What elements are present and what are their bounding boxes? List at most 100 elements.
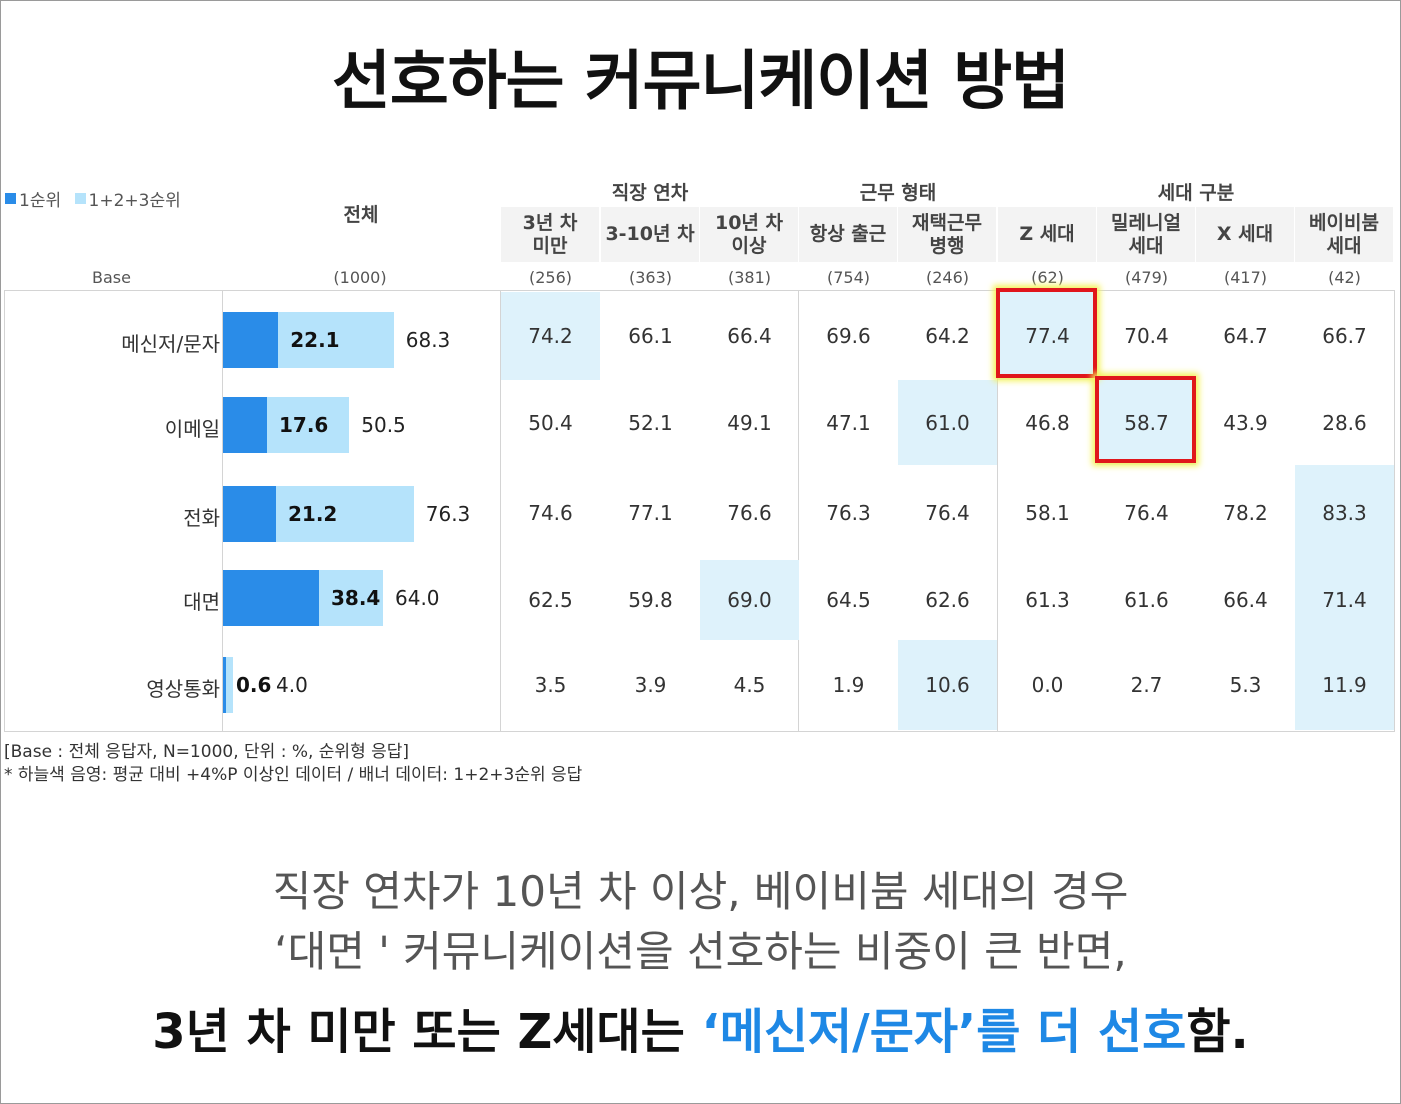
table-cell: 69.0 — [727, 588, 772, 612]
summary-line-3-part1: 3년 차 미만 또는 Z세대는 — [152, 1004, 702, 1060]
table-cell: 71.4 — [1322, 588, 1367, 612]
bar-top3-label-2: 76.3 — [425, 502, 471, 526]
table-cell: 74.6 — [528, 500, 573, 525]
table-cell: 58.1 — [1025, 500, 1070, 525]
base-value-2: (381) — [727, 268, 772, 287]
summary-line-1: 직장 연차가 10년 차 이상, 베이비붐 세대의 경우 — [272, 867, 1129, 916]
table-cell: 77.4 — [1025, 324, 1070, 348]
table-cell: 62.5 — [528, 588, 573, 612]
table-cell: 74.2 — [528, 324, 573, 348]
shaded-cell-4-4 — [898, 640, 997, 730]
header-column-8: 베이비붐 세대 — [1295, 207, 1393, 262]
bar-top3-label-1: 50.5 — [361, 413, 406, 437]
shaded-cell-0-5 — [998, 292, 1097, 380]
shaded-cell-0-0 — [501, 292, 600, 380]
shaded-cell-4-8 — [1295, 640, 1394, 730]
table-cell: 66.1 — [628, 324, 673, 348]
header-column-label: 밀레니얼 세대 — [1111, 211, 1181, 257]
header-column-1: 3-10년 차 — [601, 207, 699, 262]
summary-line-3-accent: ‘메신저/문자’를 더 선호 — [701, 1004, 1187, 1060]
header-column-label: 베이비붐 세대 — [1309, 211, 1379, 257]
table-cell: 64.5 — [826, 588, 871, 612]
bar-top3-4 — [223, 657, 233, 713]
table-cell: 5.3 — [1229, 673, 1262, 697]
table-cell: 3.9 — [634, 673, 667, 697]
row-label-4: 영상통화 — [146, 677, 220, 701]
bar-first-0 — [223, 312, 279, 368]
divider-bars — [222, 290, 223, 731]
table-cell: 83.3 — [1322, 500, 1367, 525]
header-column-3: 항상 출근 — [799, 207, 897, 262]
table-cell: 76.3 — [826, 500, 871, 525]
table-cell: 61.3 — [1025, 588, 1070, 612]
note-shading: * 하늘색 음영: 평균 대비 +4%P 이상인 데이터 / 배너 데이터: 1… — [4, 765, 583, 785]
bar-top3-label-0: 68.3 — [405, 328, 451, 352]
legend-swatch-top3 — [74, 193, 86, 204]
table-cell: 64.2 — [925, 324, 970, 348]
row-label-1: 이메일 — [164, 417, 220, 441]
bar-first-3 — [223, 570, 319, 626]
highlight-box-1-6 — [1095, 376, 1196, 463]
note-base: [Base : 전체 응답자, N=1000, 단위 : %, 순위형 응답] — [4, 742, 410, 762]
base-value-0: (256) — [528, 268, 573, 287]
table-cell: 4.5 — [733, 673, 766, 697]
bar-first-1 — [223, 397, 267, 453]
header-total: 전체 — [343, 204, 379, 226]
header-column-label: 10년 차 이상 — [714, 211, 783, 257]
table-cell: 78.2 — [1223, 500, 1268, 525]
header-column-7: X 세대 — [1196, 207, 1294, 262]
header-column-0: 3년 차 미만 — [501, 207, 599, 262]
table-cell: 58.7 — [1124, 410, 1169, 435]
table-cell: 59.8 — [628, 588, 673, 612]
base-value-6: (479) — [1124, 268, 1169, 287]
bar-first-label-4: 0.6 — [236, 673, 272, 697]
header-column-label: 3-10년 차 — [605, 223, 695, 245]
base-value-8: (42) — [1328, 268, 1361, 287]
header-group-1: 근무 형태 — [859, 182, 937, 204]
header-column-6: 밀레니얼 세대 — [1097, 207, 1195, 262]
legend-swatch-first — [5, 193, 16, 204]
table-cell: 3.5 — [534, 673, 567, 697]
row-label-3: 대면 — [183, 590, 220, 614]
base-label: Base — [92, 268, 131, 287]
bar-first-label-3: 38.4 — [331, 586, 381, 610]
shaded-cell-3-2 — [700, 560, 799, 640]
table-cell: 50.4 — [528, 410, 573, 435]
table-cell: 10.6 — [925, 673, 970, 697]
table-cell: 76.4 — [925, 500, 970, 525]
table-cell: 2.7 — [1130, 673, 1163, 697]
table-cell: 76.4 — [1124, 500, 1169, 525]
legend-label-top3: 1+2+3순위 — [88, 191, 181, 211]
highlight-box-0-5 — [996, 288, 1097, 378]
bar-first-label-0: 22.1 — [290, 328, 340, 352]
table-cell: 69.6 — [826, 324, 871, 348]
summary-line-3: 3년 차 미만 또는 Z세대는 ‘메신저/문자’를 더 선호함. — [0, 992, 1401, 1062]
bar-first-label-2: 21.2 — [288, 502, 338, 526]
base-value-4: (246) — [925, 268, 970, 287]
bar-first-4 — [223, 657, 226, 713]
table-cell: 43.9 — [1223, 410, 1268, 435]
header-column-label: 재택근무 병행 — [912, 211, 982, 257]
divider-total — [500, 290, 501, 731]
table-cell: 52.1 — [628, 410, 673, 435]
table-cell: 62.6 — [925, 588, 970, 612]
bar-top3-label-3: 64.0 — [395, 586, 440, 610]
legend-label-first: 1순위 — [19, 191, 62, 211]
table-cell: 77.1 — [628, 500, 673, 525]
table-cell: 1.9 — [832, 673, 865, 697]
table-cell: 76.6 — [727, 500, 772, 525]
table-cell: 66.4 — [727, 324, 772, 348]
shaded-cell-3-8 — [1295, 560, 1394, 640]
table-cell: 66.4 — [1223, 588, 1268, 612]
shaded-cell-2-8 — [1295, 465, 1394, 560]
header-group-2: 세대 구분 — [1157, 182, 1235, 204]
table-cell: 28.6 — [1322, 410, 1367, 435]
base-value-5: (62) — [1031, 268, 1064, 287]
header-column-4: 재택근무 병행 — [898, 207, 996, 262]
table-cell: 47.1 — [826, 410, 871, 435]
shaded-cell-1-6 — [1097, 380, 1196, 465]
base-value-3: (754) — [826, 268, 871, 287]
table-cell: 0.0 — [1031, 673, 1064, 697]
table-cell: 70.4 — [1124, 324, 1169, 348]
header-group-0: 직장 연차 — [611, 182, 689, 204]
